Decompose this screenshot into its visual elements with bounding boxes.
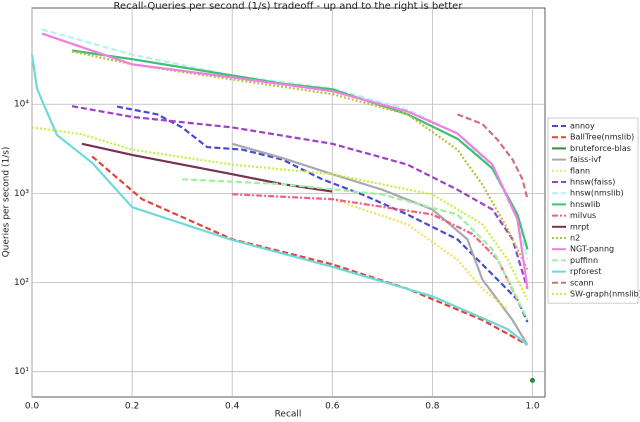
legend-label: bruteforce-blas xyxy=(570,144,631,153)
series-line xyxy=(91,155,529,346)
plot-frame xyxy=(31,7,546,398)
chart-title: Recall-Queries per second (1/s) tradeoff… xyxy=(114,1,464,12)
x-tick-label: 0.4 xyxy=(225,402,240,412)
x-tick-label: 0.6 xyxy=(325,402,340,412)
legend-label: milvus xyxy=(570,211,596,220)
legend-label: SW-graph(nmslib) xyxy=(570,290,640,299)
y-tick-label: 10⁴ xyxy=(14,100,29,110)
legend-label: NGT-panng xyxy=(570,245,614,254)
legend-label: hnsw(faiss) xyxy=(570,178,615,187)
series-line xyxy=(331,198,509,311)
x-tick-label: 0.0 xyxy=(25,402,40,412)
series-line xyxy=(71,105,529,290)
legend-label: mrpt xyxy=(570,222,589,231)
legend-label: hnswlib xyxy=(570,200,600,209)
x-tick-label: 0.2 xyxy=(125,402,139,412)
y-axis-label: Queries per second (1/s) xyxy=(2,147,12,258)
x-axis-label: Recall xyxy=(275,410,302,420)
legend-label: annoy xyxy=(570,122,595,131)
legend-label: n2 xyxy=(570,234,580,243)
x-tick-label: 0.8 xyxy=(425,402,440,412)
legend: annoy BallTree(nmslib) bruteforce-blas fais… xyxy=(547,117,640,304)
legend-label: faiss-ivf xyxy=(570,155,601,164)
y-tick-label: 10¹ xyxy=(14,367,29,377)
series-line xyxy=(31,126,529,301)
series-line xyxy=(116,105,529,323)
series-line xyxy=(457,113,529,200)
legend-label: BallTree(nmslib) xyxy=(570,133,634,142)
y-tick-label: 10³ xyxy=(14,189,29,199)
legend-label: scann xyxy=(570,278,594,287)
series-line xyxy=(231,142,529,346)
y-tick-label: 10² xyxy=(14,278,29,288)
series-line xyxy=(41,32,529,289)
series-line xyxy=(232,193,519,301)
point xyxy=(529,377,535,383)
legend-label: flann xyxy=(570,166,590,175)
series-line xyxy=(30,54,529,346)
x-tick-label: 1.0 xyxy=(525,402,540,412)
legend-label: hnsw(nmslib) xyxy=(570,189,624,198)
legend-label: puffinn xyxy=(570,256,598,265)
legend-label: rpforest xyxy=(570,267,601,276)
series-line xyxy=(71,50,529,270)
series-line xyxy=(182,178,529,321)
series-line xyxy=(71,49,529,250)
